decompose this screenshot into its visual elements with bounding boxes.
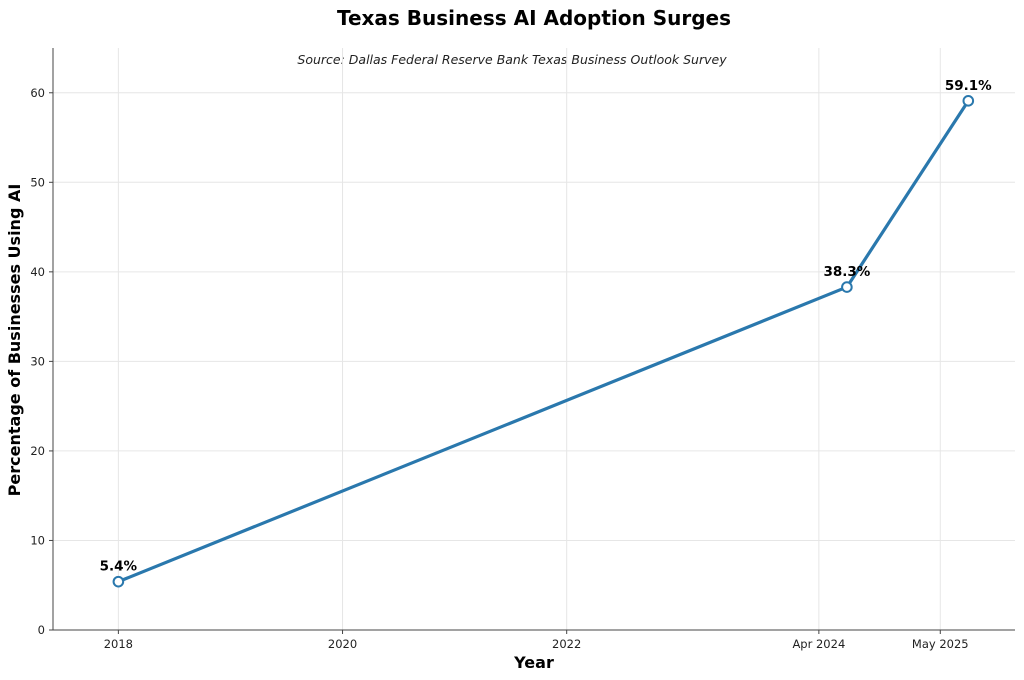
x-tick-label: 2022 <box>552 637 581 651</box>
y-axis-label: Percentage of Businesses Using AI <box>5 184 24 497</box>
y-tick-label: 60 <box>30 86 45 100</box>
x-tick-label: Apr 2024 <box>792 637 845 651</box>
x-tick-label: 2018 <box>104 637 133 651</box>
chart-subtitle: Source: Dallas Federal Reserve Bank Texa… <box>297 52 727 67</box>
series-ai-adoption: 5.4% 38.3% 59.1% <box>100 78 992 588</box>
series-line <box>116 99 970 584</box>
grid <box>53 48 1015 630</box>
y-tick-label: 0 <box>38 623 45 637</box>
ticks: 0 10 20 30 40 50 60 2018 2020 2022 Apr 2024 May 202… <box>30 86 968 651</box>
x-tick-label: May 2025 <box>912 637 969 651</box>
axes <box>52 48 1015 631</box>
data-label: 38.3% <box>823 264 870 280</box>
y-tick-label: 50 <box>30 175 45 189</box>
x-axis-label: Year <box>513 653 554 672</box>
y-tick-label: 30 <box>30 354 45 368</box>
data-point <box>962 95 975 107</box>
y-tick-label: 40 <box>30 265 45 279</box>
data-label: 59.1% <box>945 78 992 94</box>
data-point <box>841 281 853 293</box>
y-tick-label: 20 <box>30 444 45 458</box>
chart-title: Texas Business AI Adoption Surges <box>337 6 731 30</box>
data-label: 5.4% <box>100 559 138 575</box>
x-tick-label: 2020 <box>328 637 357 651</box>
data-point <box>112 575 125 588</box>
y-tick-label: 10 <box>30 533 45 547</box>
